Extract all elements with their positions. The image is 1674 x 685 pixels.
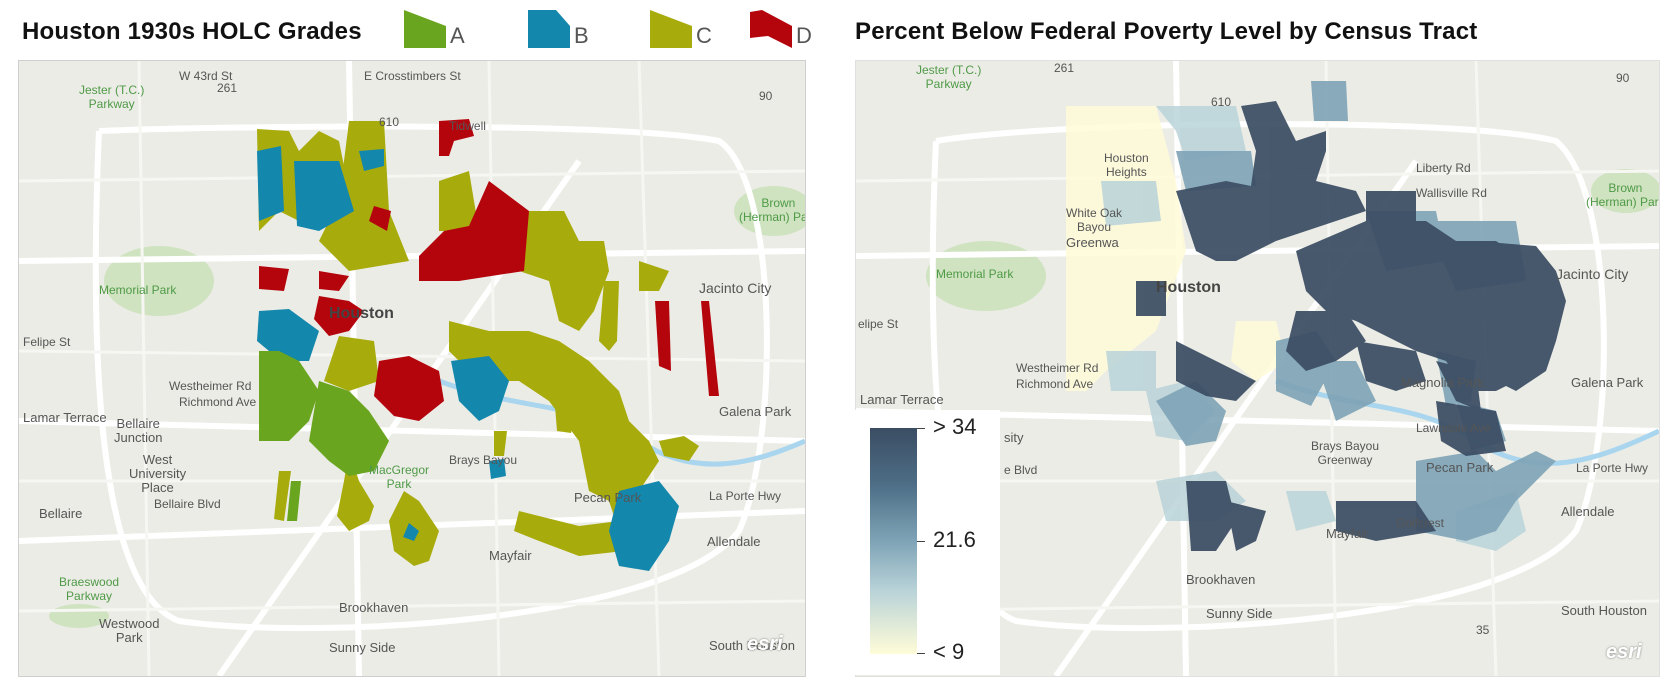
right-westheimer-label: Westheimer Rd	[1016, 361, 1099, 375]
right-brays-label: Brays Bayou Greenway	[1311, 439, 1380, 467]
poverty-legend: > 34 21.6 < 9	[855, 410, 1000, 675]
right-mayfair-label: Mayfair	[1326, 526, 1369, 541]
hwy-610-label: 610	[379, 115, 400, 129]
houston-heights-label: Houston Heights	[1104, 151, 1149, 179]
right-jester-label: Jester (T.C.) Parkway	[916, 63, 982, 91]
braeswood-label: Braeswood Parkway	[59, 575, 120, 603]
right-galena-park-label: Galena Park	[1571, 375, 1644, 390]
crosstimbers-label: E Crosstimbers St	[364, 69, 461, 83]
esri-logo: esri	[747, 633, 783, 655]
holc-map-canvas	[19, 61, 805, 676]
right-allendale-label: Allendale	[1561, 504, 1615, 519]
holc-grades-map[interactable]: Jester (T.C.) Parkway 261 W 43rd St E Cro…	[18, 60, 806, 677]
legend-label-mid: 21.6	[933, 527, 976, 552]
brays-bayou-label: Brays Bayou	[449, 453, 518, 467]
right-la-porte-label: La Porte Hwy	[1576, 461, 1649, 475]
grade-b-swatch-icon	[528, 10, 570, 48]
macgregor-park-label: MacGregor Park	[369, 463, 430, 491]
legend-label-low: < 9	[933, 639, 965, 664]
right-memorial-park-label: Memorial Park	[936, 267, 1014, 281]
poverty-color-ramp	[870, 428, 917, 654]
left-map-title: Houston 1930s HOLC Grades	[22, 18, 362, 45]
legend-label-a: A	[450, 23, 465, 48]
w43rd-label: W 43rd St	[179, 69, 233, 83]
right-richmond-label: Richmond Ave	[1016, 377, 1094, 391]
brookhaven-label: Brookhaven	[339, 600, 409, 615]
bellaire-label: Bellaire	[39, 506, 83, 521]
right-brookhaven-label: Brookhaven	[1186, 572, 1256, 587]
right-houston-label: Houston	[1156, 279, 1221, 296]
liberty-label: Liberty Rd	[1416, 161, 1471, 175]
grade-c-swatch-icon	[650, 10, 692, 48]
bellaire-junction-label: Bellaire Junction	[114, 416, 163, 445]
richmond-label: Richmond Ave	[179, 395, 257, 409]
brown-park-label: Brown(Herman) Park	[739, 196, 805, 224]
magnolia-park-label: Magnolia Park	[1401, 375, 1485, 390]
la-porte-hwy-label: La Porte Hwy	[709, 489, 782, 503]
wallisville-label: Wallisville Rd	[1416, 186, 1487, 200]
greenway-label: Greenwa	[1066, 235, 1119, 250]
lawndale-label: Lawndale Ave	[1416, 421, 1491, 435]
golfcrest-label: Golfcrest	[1396, 516, 1445, 530]
tidwell-label: Tidwell	[449, 119, 486, 133]
right-felipe-label: elipe St	[858, 317, 899, 331]
white-oak-label: White Oak Bayou	[1066, 206, 1123, 234]
jester-parkway-label: Jester (T.C.) Parkway	[79, 83, 145, 111]
grade-a-swatch-icon	[404, 10, 446, 48]
westheimer-label: Westheimer Rd	[169, 379, 252, 393]
legend-label-b: B	[574, 23, 589, 48]
allendale-label: Allendale	[707, 534, 761, 549]
right-lamar-terrace-label: Lamar Terrace	[860, 392, 944, 407]
bellaire-blvd-label: Bellaire Blvd	[154, 497, 221, 511]
legend-tick-high	[917, 428, 925, 429]
legend-tick-mid	[917, 541, 925, 542]
pecan-park-label: Pecan Park	[574, 490, 642, 505]
right-brown-park-label: Brown (Herman) Park	[1586, 181, 1660, 209]
westwood-park-label: Westwood Park	[99, 616, 160, 645]
legend-tick-low	[917, 653, 925, 654]
sunny-side-label: Sunny Side	[329, 640, 396, 655]
hwy-261-label: 261	[217, 81, 238, 95]
south-houston-label: South Houston	[709, 638, 796, 653]
right-hwy-35-label: 35	[1476, 623, 1490, 637]
right-south-houston-label: South Houston	[1561, 603, 1648, 618]
hwy-90-label: 90	[759, 89, 773, 103]
west-university-label: West University Place	[129, 452, 187, 495]
legend-label-high: > 34	[933, 414, 977, 439]
legend-label-c: C	[696, 23, 712, 48]
legend-label-d: D	[796, 23, 812, 48]
right-jacinto-city-label: Jacinto City	[1556, 266, 1629, 282]
right-sunny-side-label: Sunny Side	[1206, 606, 1273, 621]
houston-label: Houston	[329, 305, 394, 322]
memorial-park-label: Memorial Park	[99, 283, 177, 297]
right-pecan-park-label: Pecan Park	[1426, 460, 1494, 475]
felipe-label: Felipe St	[23, 335, 71, 349]
right-hwy-261-label: 261	[1054, 61, 1075, 75]
right-esri-logo: esri	[1606, 641, 1642, 663]
galena-park-label: Galena Park	[719, 404, 792, 419]
grade-d-swatch-icon	[750, 10, 792, 48]
right-e-blvd-label: e Blvd	[1004, 463, 1038, 477]
right-map-title: Percent Below Federal Poverty Level by C…	[855, 18, 1478, 45]
right-hwy-90-label: 90	[1616, 71, 1630, 85]
poverty-map-canvas	[856, 61, 1659, 676]
lamar-terrace-label: Lamar Terrace	[23, 410, 107, 425]
right-sity-label: sity	[1004, 430, 1024, 445]
jacinto-city-label: Jacinto City	[699, 280, 772, 296]
right-hwy-610-label: 610	[1211, 95, 1232, 109]
mayfair-label: Mayfair	[489, 548, 532, 563]
